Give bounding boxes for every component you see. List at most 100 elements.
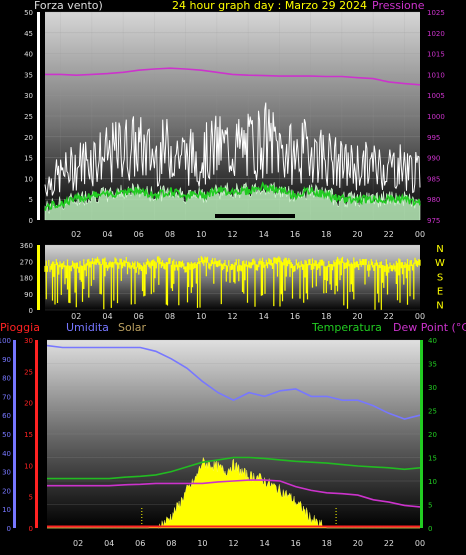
wind-direction-letter: W [435, 258, 445, 269]
panel2-x-tick: 10 [196, 312, 206, 321]
humidity-tick: 30 [2, 469, 11, 477]
panel2-left-tick: 180 [20, 275, 33, 283]
humidity-tick: 20 [2, 487, 11, 495]
panel1-right-tick: 1005 [427, 92, 445, 100]
rain-tick: 10 [24, 462, 33, 470]
panel2-x-tick: 04 [102, 312, 112, 321]
panel3-x-tick: 08 [166, 539, 176, 548]
panel2-x-tick: 12 [227, 312, 237, 321]
panel1-x-tick: 12 [227, 230, 237, 239]
panel1-right-tick: 1010 [427, 71, 445, 79]
rain-tick: 5 [29, 494, 33, 502]
panel1-left-tick: 30 [24, 92, 33, 100]
panel1-right-tick: 980 [427, 196, 440, 204]
dewpoint-line [47, 479, 421, 508]
wind-speed-title: Forza vento) [34, 0, 103, 12]
panel1-x-tick: 06 [134, 230, 144, 239]
wind-average-line [44, 181, 421, 211]
temperature-tick: 20 [428, 431, 437, 439]
panel3-x-tick: 20 [353, 539, 363, 548]
panel1-left-tick: 50 [24, 9, 33, 17]
panel1-right-tick: 990 [427, 155, 440, 163]
panel1-right-tick: 995 [427, 134, 440, 142]
temperature-line [47, 456, 421, 480]
rain-tick: 20 [24, 400, 33, 408]
humidity-tick: 60 [2, 412, 11, 420]
panel1-left-tick: 5 [29, 196, 33, 204]
wind-gust-line [44, 102, 421, 197]
humidity-line [46, 344, 421, 420]
rain-label: Pioggia [0, 321, 40, 334]
chart-title: 24 hour graph day : Marzo 29 2024 [172, 0, 368, 12]
solar-label: Solar [118, 321, 147, 334]
panel2-x-tick: 18 [321, 312, 331, 321]
temperature-tick: 40 [428, 337, 437, 345]
rain-axis-bar [35, 340, 38, 528]
humidity-tick: 80 [2, 375, 11, 383]
rain-tick: 15 [24, 431, 33, 439]
panel1-x-tick: 16 [290, 230, 300, 239]
wind-direction-letter: N [436, 244, 443, 255]
humidity-tick: 10 [2, 506, 11, 514]
temperature-tick: 15 [428, 455, 437, 463]
dewpoint-label: Dew Point (°C) [393, 321, 466, 334]
humidity-tick: 50 [2, 431, 11, 439]
panel2-x-tick: 02 [71, 312, 81, 321]
panel1-x-tick: 04 [102, 230, 112, 239]
panel3-x-tick: 16 [291, 539, 301, 548]
temperature-tick: 0 [428, 525, 432, 533]
humidity-tick: 100 [0, 337, 11, 345]
panel1-right-tick: 1025 [427, 9, 445, 17]
panel3-x-tick: 14 [259, 539, 269, 548]
panel1-left-tick: 15 [24, 155, 33, 163]
solar-area [47, 456, 420, 529]
temperature-tick: 30 [428, 384, 437, 392]
panel2-x-tick: 16 [290, 312, 300, 321]
panel3-x-tick: 04 [104, 539, 114, 548]
panel1-left-tick: 40 [24, 51, 33, 59]
panel2-x-tick: 22 [384, 312, 394, 321]
panel2-x-tick: 08 [165, 312, 175, 321]
panel1-x-tick: 10 [196, 230, 206, 239]
panel1-x-tick: 18 [321, 230, 331, 239]
panel1-x-tick: 14 [259, 230, 269, 239]
panel1-calm-band [215, 214, 295, 218]
panel1-left-tick: 45 [24, 30, 33, 38]
panel2-left-axis-bar [37, 245, 40, 310]
panel2-left-tick: 0 [29, 307, 33, 315]
temperature-tick: 10 [428, 478, 437, 486]
panel1-x-tick: 02 [71, 230, 81, 239]
wind-direction-letter: N [436, 301, 443, 312]
rain-tick: 30 [24, 337, 33, 345]
rain-tick: 0 [29, 525, 33, 533]
temperature-tick: 5 [428, 502, 432, 510]
temperature-axis-bar [420, 340, 423, 528]
panel3-x-tick: 06 [135, 539, 145, 548]
panel2-x-tick: 00 [415, 312, 425, 321]
panel1-right-tick: 1015 [427, 51, 445, 59]
humidity-label: Umidita [66, 321, 109, 334]
panel3-x-tick: 22 [384, 539, 394, 548]
panel1-right-tick: 975 [427, 217, 440, 225]
panel1-right-tick: 985 [427, 175, 440, 183]
humidity-tick: 90 [2, 356, 11, 364]
panel1-x-tick: 22 [384, 230, 394, 239]
wind-direction-letter: S [437, 272, 443, 283]
humidity-axis-bar [13, 340, 16, 528]
panel1-left-tick: 0 [29, 217, 33, 225]
temperature-label: Temperatura [312, 321, 382, 334]
rain-tick: 25 [24, 368, 33, 376]
wind-direction-letter: E [437, 286, 443, 297]
humidity-tick: 0 [7, 525, 11, 533]
panel2-x-tick: 14 [259, 312, 269, 321]
humidity-tick: 40 [2, 450, 11, 458]
panel1-right-tick: 1020 [427, 30, 445, 38]
panel2-left-tick: 360 [20, 242, 33, 250]
humidity-tick: 70 [2, 393, 11, 401]
panel3-x-tick: 18 [322, 539, 332, 548]
temperature-tick: 25 [428, 408, 437, 416]
panel2-x-tick: 06 [134, 312, 144, 321]
panel1-left-tick: 35 [24, 71, 33, 79]
